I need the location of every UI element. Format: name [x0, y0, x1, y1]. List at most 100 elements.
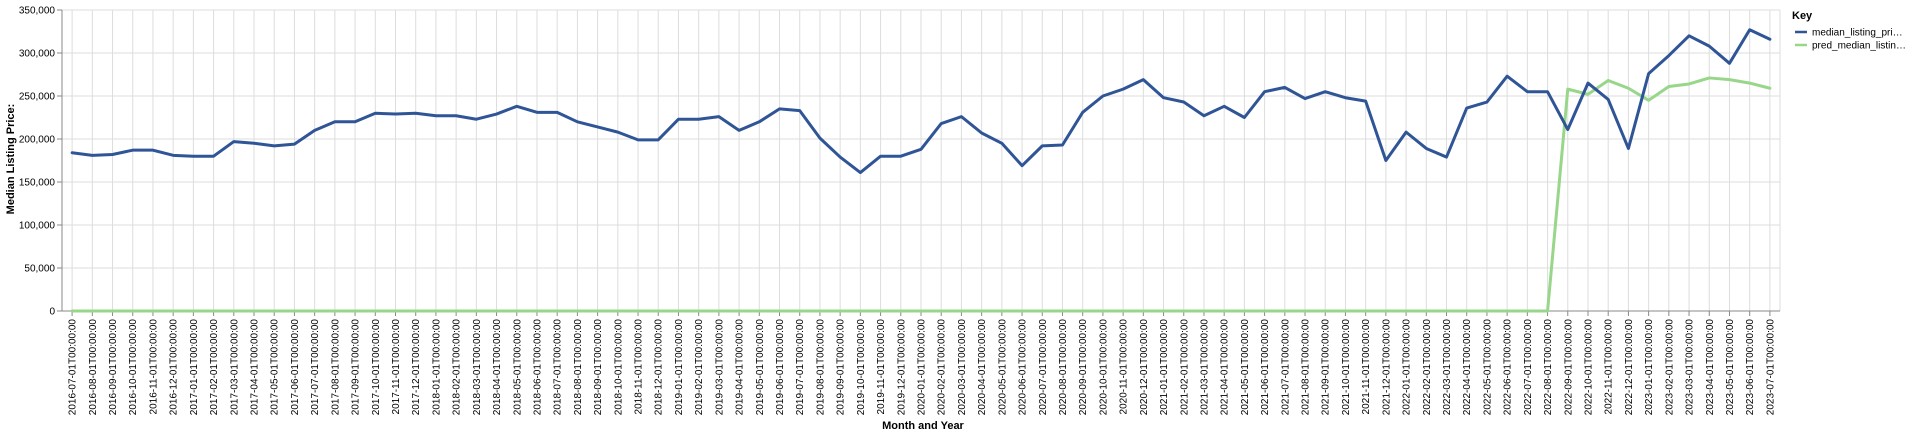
x-tick-label: 2017-02-01T00:00:00	[209, 319, 220, 416]
x-tick-label: 2020-02-01T00:00:00	[937, 319, 948, 416]
x-tick-label: 2022-06-01T00:00:00	[1503, 319, 1514, 416]
x-tick-label: 2020-08-01T00:00:00	[1058, 319, 1069, 416]
x-tick-label: 2020-07-01T00:00:00	[1038, 319, 1049, 416]
y-tick-label: 250,000	[19, 92, 56, 103]
x-tick-label: 2018-04-01T00:00:00	[492, 319, 503, 416]
x-tick-label: 2018-12-01T00:00:00	[654, 319, 665, 416]
x-tick-label: 2023-02-01T00:00:00	[1664, 319, 1675, 416]
legend-label: pred_median_listin…	[1812, 41, 1906, 52]
x-tick-label: 2021-10-01T00:00:00	[1341, 319, 1352, 416]
x-tick-label: 2022-07-01T00:00:00	[1523, 319, 1534, 416]
x-tick-label: 2020-12-01T00:00:00	[1139, 319, 1150, 416]
x-tick-label: 2021-02-01T00:00:00	[1179, 319, 1190, 416]
x-tick-label: 2021-04-01T00:00:00	[1220, 319, 1231, 416]
x-tick-label: 2018-10-01T00:00:00	[613, 319, 624, 416]
x-tick-label: 2020-03-01T00:00:00	[957, 319, 968, 416]
x-tick-label: 2022-09-01T00:00:00	[1563, 319, 1574, 416]
x-tick-label: 2022-12-01T00:00:00	[1624, 319, 1635, 416]
x-tick-label: 2016-07-01T00:00:00	[68, 319, 79, 416]
series-line-1	[70, 76, 1772, 313]
x-tick-label: 2022-11-01T00:00:00	[1604, 319, 1615, 415]
x-tick-label: 2022-03-01T00:00:00	[1442, 319, 1453, 416]
x-tick-label: 2017-09-01T00:00:00	[351, 319, 362, 416]
x-tick-label: 2017-10-01T00:00:00	[371, 319, 382, 416]
x-tick-label: 2020-11-01T00:00:00	[1119, 319, 1130, 415]
y-tick-label: 300,000	[19, 49, 56, 60]
x-tick-label: 2021-03-01T00:00:00	[1199, 319, 1210, 416]
y-tick-label: 150,000	[19, 178, 56, 189]
x-tick-label: 2020-06-01T00:00:00	[1018, 319, 1029, 416]
x-tick-label: 2019-06-01T00:00:00	[775, 319, 786, 416]
y-tick-label: 50,000	[24, 264, 55, 275]
x-axis-title: Month and Year	[882, 420, 964, 432]
legend-items: median_listing_pri… pred_median_listin…	[1795, 28, 1906, 52]
x-tick-label: 2019-05-01T00:00:00	[755, 319, 766, 416]
x-tick-label: 2018-06-01T00:00:00	[532, 319, 543, 416]
y-axis-title: Median Listing Price:	[5, 104, 17, 215]
x-tick-label: 2023-05-01T00:00:00	[1725, 319, 1736, 416]
x-tick-label: 2022-02-01T00:00:00	[1422, 319, 1433, 416]
x-tick-label: 2018-02-01T00:00:00	[452, 319, 463, 416]
x-tick-label: 2019-07-01T00:00:00	[795, 319, 806, 416]
x-tick-label: 2018-11-01T00:00:00	[634, 319, 645, 415]
x-tick-label: 2022-04-01T00:00:00	[1462, 319, 1473, 416]
x-tick-label: 2020-10-01T00:00:00	[1098, 319, 1109, 416]
x-tick-label: 2016-10-01T00:00:00	[128, 319, 139, 416]
x-tick-label: 2017-06-01T00:00:00	[290, 319, 301, 416]
x-tick-label: 2020-05-01T00:00:00	[997, 319, 1008, 416]
x-tick-label: 2016-11-01T00:00:00	[148, 319, 159, 415]
x-tick-label: 2021-05-01T00:00:00	[1240, 319, 1251, 416]
x-tick-label: 2017-01-01T00:00:00	[189, 319, 200, 416]
x-tick-label: 2022-05-01T00:00:00	[1482, 319, 1493, 416]
x-tick-label: 2021-11-01T00:00:00	[1361, 319, 1372, 415]
x-tick-label: 2019-10-01T00:00:00	[856, 319, 867, 416]
x-tick-label: 2016-08-01T00:00:00	[88, 319, 99, 416]
x-tick-label: 2019-01-01T00:00:00	[674, 319, 685, 416]
y-axis: 0 50,000 100,000 150,000 200,000 250,000 300,0…	[19, 6, 63, 318]
x-tick-label: 2019-02-01T00:00:00	[694, 319, 705, 416]
x-tick-label: 2022-08-01T00:00:00	[1543, 319, 1554, 416]
x-tick-label: 2018-08-01T00:00:00	[573, 319, 584, 416]
x-tick-label: 2023-04-01T00:00:00	[1705, 319, 1716, 416]
x-tick-label: 2020-01-01T00:00:00	[917, 319, 928, 416]
x-tick-label: 2021-08-01T00:00:00	[1301, 319, 1312, 416]
x-tick-label: 2022-10-01T00:00:00	[1583, 319, 1594, 416]
x-tick-label: 2019-03-01T00:00:00	[714, 319, 725, 416]
x-tick-label: 2019-11-01T00:00:00	[876, 319, 887, 415]
x-tick-label: 2021-06-01T00:00:00	[1260, 319, 1271, 416]
gridlines	[62, 9, 1781, 312]
legend-label: median_listing_pri…	[1812, 28, 1903, 39]
series-line-0	[70, 28, 1772, 175]
x-tick-label: 2018-05-01T00:00:00	[512, 319, 523, 416]
x-tick-label: 2017-12-01T00:00:00	[411, 319, 422, 416]
series-lines	[70, 28, 1772, 313]
x-tick-label: 2023-03-01T00:00:00	[1685, 319, 1696, 416]
x-tick-label: 2021-01-01T00:00:00	[1159, 319, 1170, 416]
x-tick-label: 2017-05-01T00:00:00	[270, 319, 281, 416]
x-tick-label: 2019-08-01T00:00:00	[815, 319, 826, 416]
x-tick-label: 2020-09-01T00:00:00	[1078, 319, 1089, 416]
x-tick-label: 2018-09-01T00:00:00	[593, 319, 604, 416]
y-tick-label: 0	[49, 307, 55, 318]
y-tick-label: 350,000	[19, 6, 56, 17]
y-tick-label: 100,000	[19, 221, 56, 232]
x-tick-label: 2022-01-01T00:00:00	[1402, 319, 1413, 416]
x-axis: 2016-07-01T00:00:00 2016-08-01T00:00:00 20…	[62, 310, 1780, 416]
x-tick-label: 2018-03-01T00:00:00	[472, 319, 483, 416]
x-tick-label: 2016-12-01T00:00:00	[169, 319, 180, 416]
x-tick-label: 2017-07-01T00:00:00	[310, 319, 321, 416]
x-tick-label: 2019-04-01T00:00:00	[735, 319, 746, 416]
x-tick-label: 2023-07-01T00:00:00	[1765, 319, 1776, 416]
x-tick-label: 2019-09-01T00:00:00	[836, 319, 847, 416]
x-tick-label: 2021-07-01T00:00:00	[1280, 319, 1291, 416]
x-tick-label: 2017-11-01T00:00:00	[391, 319, 402, 415]
y-tick-label: 200,000	[19, 135, 56, 146]
x-tick-label: 2021-09-01T00:00:00	[1321, 319, 1332, 416]
legend-title: Key	[1792, 10, 1813, 22]
x-tick-label: 2018-07-01T00:00:00	[553, 319, 564, 416]
x-tick-label: 2017-04-01T00:00:00	[250, 319, 261, 416]
x-tick-label: 2017-08-01T00:00:00	[330, 319, 341, 416]
x-tick-label: 2020-04-01T00:00:00	[977, 319, 988, 416]
x-tick-label: 2023-01-01T00:00:00	[1644, 319, 1655, 416]
